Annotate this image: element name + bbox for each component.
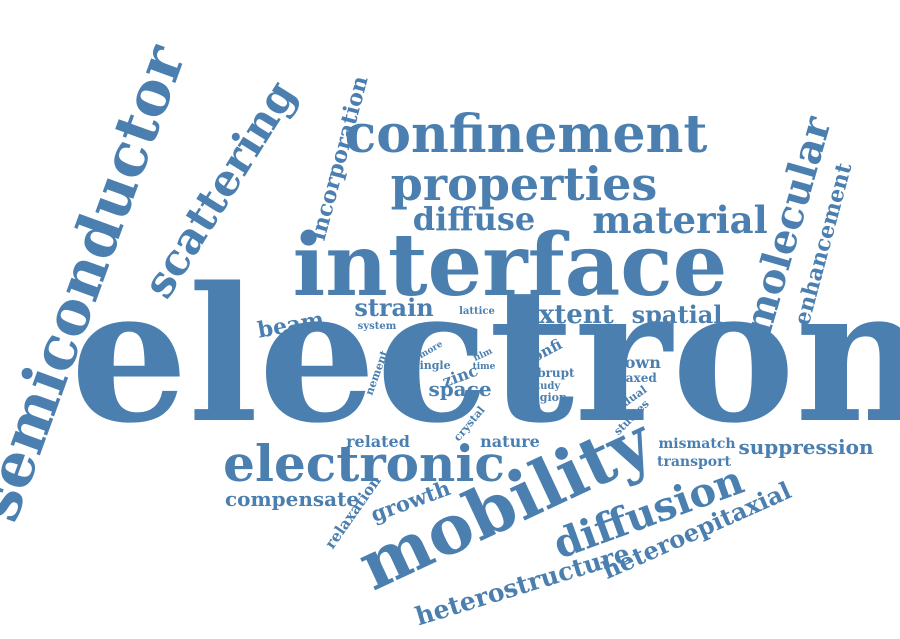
word-nature: nature (480, 432, 540, 451)
word-abrupt: abrupt (529, 366, 575, 380)
word-interface: interface (293, 215, 728, 316)
word-space: space (428, 377, 491, 401)
word-diffuse: diffuse (413, 200, 535, 238)
word-transport: transport (657, 454, 731, 470)
word-related: related (346, 432, 410, 451)
word-material: material (592, 198, 767, 242)
word-extent: extent (522, 300, 614, 330)
word-properties: properties (391, 157, 658, 211)
word-confinement: confinement (345, 104, 708, 165)
word-compensate: compensate (225, 487, 359, 511)
word-strain: strain (354, 293, 433, 322)
word-suppression: suppression (738, 435, 873, 459)
word-lattice: lattice (459, 306, 495, 317)
word-study: study (530, 381, 562, 392)
word-time: time (473, 362, 496, 372)
word-electron: electron (70, 246, 900, 464)
word-spatial: spatial (632, 300, 723, 329)
word-single: single (413, 359, 450, 372)
word-relaxed: relaxed (607, 371, 657, 385)
word-mismatch: mismatch (658, 436, 735, 452)
word-electronic: electronic (223, 434, 505, 493)
word-system: system (358, 321, 397, 332)
word-grown: grown (605, 353, 661, 372)
word-region: region (527, 391, 567, 404)
